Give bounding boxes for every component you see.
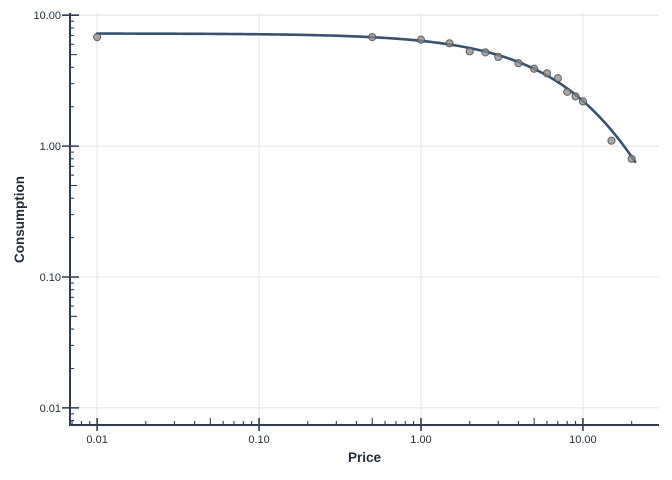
data-point	[607, 136, 616, 145]
x-axis-title: Price	[347, 450, 382, 465]
data-point	[563, 87, 572, 96]
axis-ticks	[62, 14, 633, 431]
data-point	[553, 74, 562, 83]
x-tick-label: 1.00	[410, 434, 431, 446]
x-tick-label: 0.10	[248, 434, 269, 446]
data-point	[481, 48, 490, 57]
y-tick-label: 0.01	[40, 403, 61, 415]
fitted-curve-line	[95, 32, 637, 164]
y-tick-label: 10.00	[33, 10, 61, 22]
tick-labels: 0.01 0.10 1.00 10.00 10.00 1.00 0.10 0.01	[33, 10, 596, 446]
scatter-points	[93, 33, 636, 163]
data-point	[465, 47, 474, 56]
data-point	[93, 33, 102, 42]
data-point	[571, 92, 580, 101]
data-point	[530, 64, 539, 73]
y-tick-label: 0.10	[40, 272, 61, 284]
data-point	[627, 154, 636, 163]
y-tick-label: 1.00	[40, 141, 61, 153]
major-gridlines	[70, 13, 659, 425]
data-point	[368, 33, 377, 42]
y-axis-title-container: Consumption	[10, 13, 28, 425]
data-point	[514, 59, 523, 68]
data-point	[416, 35, 426, 44]
x-tick-label: 0.01	[86, 434, 107, 446]
axis-lines	[69, 13, 659, 426]
data-point	[578, 97, 588, 106]
data-point	[445, 39, 454, 48]
data-point	[494, 52, 503, 62]
x-tick-label: 10.00	[569, 434, 597, 446]
y-axis-title: Consumption	[11, 175, 27, 263]
data-point	[542, 69, 552, 78]
